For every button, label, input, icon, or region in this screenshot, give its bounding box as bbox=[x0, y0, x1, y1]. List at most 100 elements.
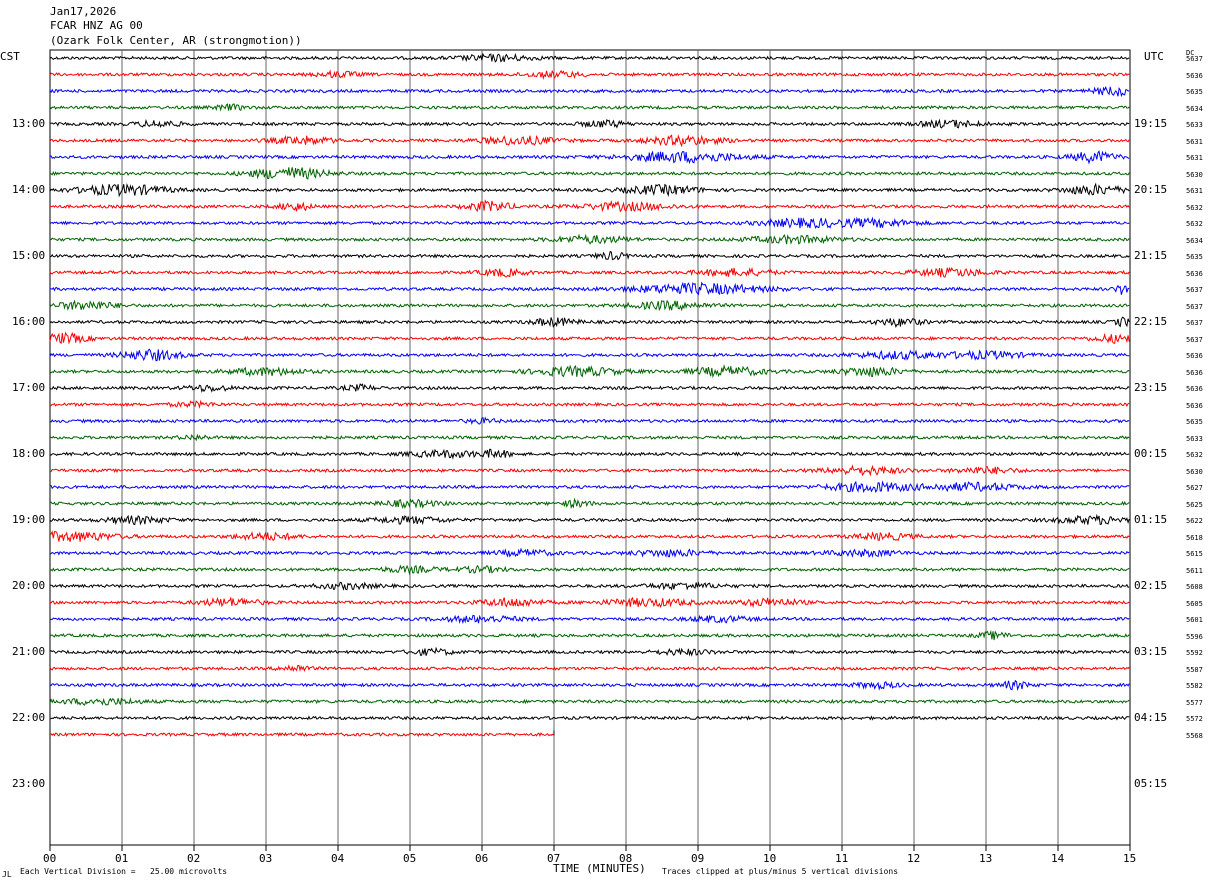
x-tick-label: 01 bbox=[115, 852, 129, 865]
dc-offset-label: 5636 bbox=[1186, 385, 1203, 393]
dc-offset-label: 5634 bbox=[1186, 236, 1203, 245]
left-timezone-label: CST bbox=[0, 50, 20, 63]
dc-offset-label: 5615 bbox=[1186, 550, 1203, 558]
dc-offset-label: 5577 bbox=[1186, 698, 1203, 707]
right-hour-label: 00:15 bbox=[1134, 447, 1168, 460]
dc-offset-label: 5630 bbox=[1186, 170, 1203, 179]
x-tick-label: 14 bbox=[1051, 852, 1065, 865]
seismic-trace bbox=[49, 85, 1130, 98]
x-tick-label: 03 bbox=[259, 852, 273, 865]
x-tick-label: 04 bbox=[331, 852, 345, 865]
dc-offset-label: 5627 bbox=[1186, 484, 1203, 492]
left-hour-label: 15:00 bbox=[12, 249, 46, 262]
right-hour-label: 04:15 bbox=[1134, 711, 1168, 724]
dc-offset-label: 5592 bbox=[1186, 649, 1203, 657]
seismic-trace bbox=[49, 416, 1130, 425]
dc-offset-label: 5633 bbox=[1186, 121, 1203, 129]
dc-offset-label: 5631 bbox=[1186, 154, 1203, 162]
seismic-trace bbox=[49, 480, 1130, 494]
seismic-trace bbox=[49, 69, 1130, 81]
seismic-trace bbox=[49, 233, 1130, 245]
dc-offset-label: 5601 bbox=[1186, 616, 1203, 624]
seismic-trace bbox=[49, 103, 1130, 112]
dc-offset-label: 5636 bbox=[1186, 401, 1203, 410]
header-location: (Ozark Folk Center, AR (strongmotion)) bbox=[50, 34, 302, 47]
seismic-trace bbox=[49, 182, 1130, 198]
dc-offset-label: 5608 bbox=[1186, 583, 1203, 591]
seismic-trace bbox=[49, 646, 1130, 657]
right-hour-label: 23:15 bbox=[1134, 381, 1168, 394]
x-tick-label: 00 bbox=[43, 852, 57, 865]
seismic-trace bbox=[49, 150, 1130, 165]
footer-scale-text: Each Vertical Division = 25.00 microvolt… bbox=[20, 867, 228, 876]
dc-offset-label: 5633 bbox=[1186, 434, 1203, 443]
dc-offset-label: 5637 bbox=[1186, 55, 1203, 63]
left-hour-label: 16:00 bbox=[12, 315, 46, 328]
dc-offset-label: 5632 bbox=[1186, 203, 1203, 212]
seismic-trace bbox=[49, 547, 1130, 559]
dc-offset-label: 5625 bbox=[1186, 500, 1203, 509]
dc-offset-label: 5636 bbox=[1186, 368, 1203, 377]
seismic-trace bbox=[49, 250, 1130, 261]
dc-offset-label: 5637 bbox=[1186, 286, 1203, 294]
seismic-trace bbox=[49, 614, 1130, 625]
header-station: FCAR HNZ AG 00 bbox=[50, 19, 143, 32]
dc-offset-label: 5635 bbox=[1186, 418, 1203, 426]
seismic-trace bbox=[49, 731, 554, 738]
dc-offset-label: 5568 bbox=[1186, 731, 1203, 740]
dc-offset-label: 5605 bbox=[1186, 599, 1203, 608]
dc-offset-label: 5596 bbox=[1186, 632, 1203, 641]
right-timezone-label: UTC bbox=[1144, 50, 1164, 63]
left-hour-label: 14:00 bbox=[12, 183, 46, 196]
dc-offset-label: 5630 bbox=[1186, 467, 1203, 476]
x-tick-label: 15 bbox=[1123, 852, 1137, 865]
seismic-trace bbox=[49, 497, 1130, 510]
seismic-trace bbox=[49, 52, 1130, 63]
seismic-trace bbox=[49, 316, 1130, 329]
seismic-trace bbox=[49, 134, 1130, 148]
seismic-trace bbox=[49, 383, 1130, 393]
right-hour-label: 01:15 bbox=[1134, 513, 1168, 526]
right-hour-label: 22:15 bbox=[1134, 315, 1168, 328]
seismic-trace bbox=[49, 679, 1130, 691]
seismic-trace bbox=[49, 118, 1130, 129]
dc-offset-label: 5587 bbox=[1186, 665, 1203, 674]
dc-offset-label: 5582 bbox=[1186, 682, 1203, 690]
seismic-trace bbox=[49, 580, 1130, 591]
left-hour-label: 19:00 bbox=[12, 513, 46, 526]
seismic-trace bbox=[49, 564, 1130, 576]
seismic-trace bbox=[49, 664, 1130, 673]
dc-offset-label: 5572 bbox=[1186, 715, 1203, 723]
x-axis-label: TIME (MINUTES) bbox=[553, 862, 646, 875]
seismic-trace bbox=[49, 281, 1130, 296]
header-date: Jan17,2026 bbox=[50, 5, 117, 18]
seismic-trace bbox=[49, 266, 1130, 278]
seismic-trace bbox=[49, 513, 1130, 526]
seismic-trace bbox=[49, 348, 1130, 362]
seismic-trace bbox=[49, 299, 1130, 312]
left-hour-label: 22:00 bbox=[12, 711, 46, 724]
left-hour-label: 17:00 bbox=[12, 381, 46, 394]
seismic-trace bbox=[49, 399, 1130, 409]
dc-offset-label: 5631 bbox=[1186, 187, 1203, 195]
x-tick-label: 07 bbox=[547, 852, 561, 865]
x-tick-label: 02 bbox=[187, 852, 201, 865]
left-hour-label: 18:00 bbox=[12, 447, 46, 460]
plot-frame bbox=[49, 49, 1131, 846]
right-hour-label: 03:15 bbox=[1134, 645, 1168, 658]
dc-offset-label: 5635 bbox=[1186, 88, 1203, 96]
x-tick-label: 06 bbox=[475, 852, 489, 865]
right-hour-label: 02:15 bbox=[1134, 579, 1168, 592]
x-tick-label: 13 bbox=[979, 852, 993, 865]
dc-offset-label: 5636 bbox=[1186, 352, 1203, 360]
seismic-trace bbox=[49, 331, 1130, 345]
dc-offset-label: 5611 bbox=[1186, 566, 1203, 575]
left-hour-label: 21:00 bbox=[12, 645, 46, 658]
right-hour-label: 05:15 bbox=[1134, 777, 1168, 790]
x-tick-label: 11 bbox=[835, 852, 849, 865]
dc-offset-label: 5622 bbox=[1186, 517, 1203, 525]
dc-offset-label: 5637 bbox=[1186, 319, 1203, 327]
left-hour-label: 13:00 bbox=[12, 117, 46, 130]
footer-mark: JL bbox=[2, 870, 12, 879]
